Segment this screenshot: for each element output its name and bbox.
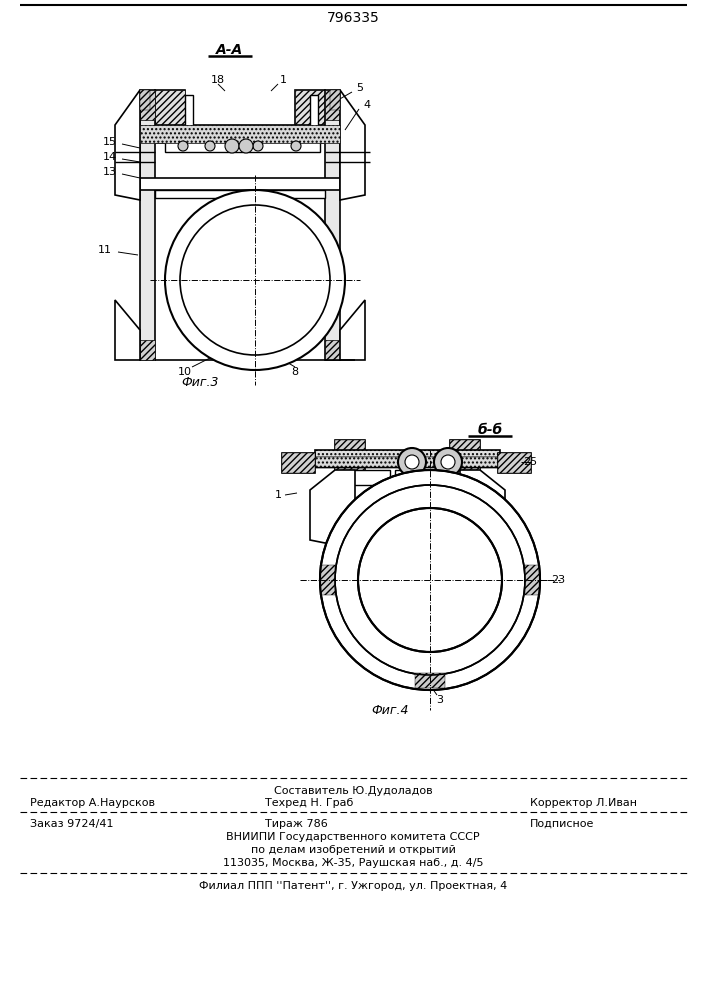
Text: Техред Н. Граб: Техред Н. Граб [265,798,354,808]
Text: ВНИИПИ Государственного комитета СССР: ВНИИПИ Государственного комитета СССР [226,832,480,842]
Bar [415,673,445,688]
Circle shape [358,508,502,652]
Circle shape [441,455,455,469]
Bar [340,470,390,485]
Text: A-A: A-A [216,43,244,57]
Bar [140,90,150,110]
Bar [390,483,425,508]
Circle shape [320,470,540,690]
Text: Подписное: Подписное [530,819,595,829]
Bar [325,90,340,120]
Bar [335,440,365,475]
Bar [498,453,531,473]
Text: 14: 14 [103,152,117,162]
Circle shape [180,205,330,355]
Bar [155,180,325,190]
Bar [295,90,325,130]
Bar [335,440,365,475]
Circle shape [335,485,525,675]
Bar [140,178,340,190]
Bar [155,190,325,198]
Text: по делам изобретений и открытий: по делам изобретений и открытий [250,845,455,855]
Polygon shape [460,470,505,545]
Text: 15: 15 [103,137,117,147]
Circle shape [225,139,239,153]
Circle shape [398,486,422,510]
Bar [315,457,500,467]
Text: 11: 11 [98,245,112,255]
Bar [155,90,185,130]
Text: Составитель Ю.Дудоладов: Составитель Ю.Дудоладов [274,786,432,796]
Circle shape [405,455,419,469]
Bar [320,565,335,595]
Circle shape [239,139,253,153]
Bar [330,90,340,110]
Text: 5: 5 [356,83,363,93]
Text: 8: 8 [291,367,298,377]
Bar [450,440,480,475]
Text: Филиал ППП ''Патент'', г. Ужгород, ул. Проектная, 4: Филиал ППП ''Патент'', г. Ужгород, ул. П… [199,881,507,891]
Text: 4: 4 [363,100,370,110]
Bar [315,457,500,467]
Bar [498,453,531,473]
Text: Тираж 786: Тираж 786 [265,819,328,829]
Polygon shape [310,470,355,545]
Text: Заказ 9724/41: Заказ 9724/41 [30,819,114,829]
Text: 10: 10 [178,367,192,377]
Text: 1: 1 [274,490,281,500]
Bar [282,453,315,473]
Text: Редактор А.Наурсков: Редактор А.Наурсков [30,798,155,808]
Circle shape [178,141,188,151]
Text: 3: 3 [436,695,443,705]
Bar [325,340,340,360]
Circle shape [205,141,215,151]
Bar [185,95,193,143]
Bar [140,90,155,185]
Bar [425,470,475,485]
Polygon shape [115,90,140,200]
Polygon shape [115,300,140,360]
Circle shape [291,141,301,151]
Circle shape [253,141,263,151]
Circle shape [398,448,426,476]
Circle shape [165,190,345,370]
Bar [525,565,540,595]
Text: Фиг.3: Фиг.3 [181,375,218,388]
Bar [395,470,420,490]
Text: 113035, Москва, Ж-35, Раушская наб., д. 4/5: 113035, Москва, Ж-35, Раушская наб., д. … [223,858,484,868]
Polygon shape [340,300,365,360]
Bar [140,125,340,143]
Bar [140,125,340,143]
Bar [165,140,320,152]
Bar [310,95,318,143]
Circle shape [434,448,462,476]
Bar [155,90,185,130]
Text: 796335: 796335 [327,11,380,25]
Bar [325,185,340,360]
Bar [325,90,340,185]
Text: б-б: б-б [477,423,503,437]
Bar [450,440,480,475]
Polygon shape [340,90,365,200]
Bar [295,90,325,130]
Bar [315,450,500,465]
Circle shape [445,493,455,503]
Text: 13: 13 [103,167,117,177]
Text: Корректор Л.Иван: Корректор Л.Иван [530,798,637,808]
Bar [140,90,155,120]
Text: Фиг.4: Фиг.4 [371,704,409,716]
Bar [140,340,155,360]
Circle shape [405,493,415,503]
Bar [140,185,155,360]
Text: 23: 23 [551,575,565,585]
Text: 18: 18 [211,75,225,85]
Text: 25: 25 [523,457,537,467]
Text: 1: 1 [279,75,286,85]
Bar [282,453,315,473]
Circle shape [438,486,462,510]
